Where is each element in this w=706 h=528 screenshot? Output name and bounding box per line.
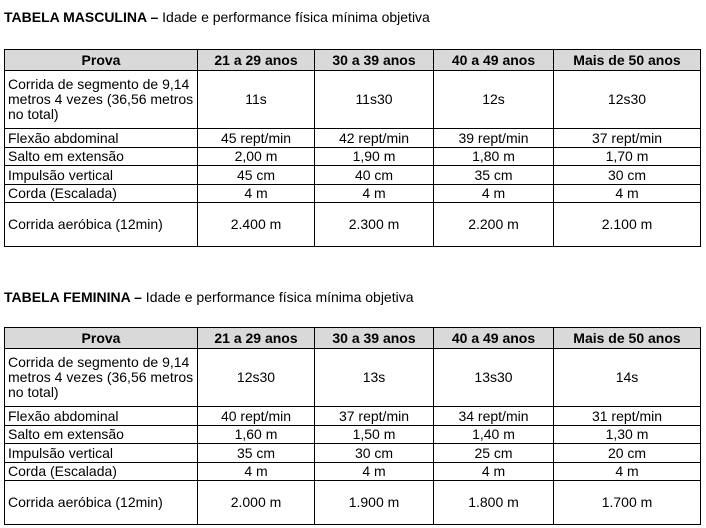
prova-cell: Corrida de segmento de 9,14 metros 4 vez… [4,70,198,129]
value-cell: 11s30 [314,70,434,129]
value-cell: 4 m [433,462,554,481]
table-row: Impulsão vertical 35 cm 30 cm 25 cm 20 cm [4,443,701,463]
value-cell: 4 m [314,184,434,203]
table-feminina: Prova 21 a 29 anos 30 a 39 anos 40 a 49 ano… [4,327,701,525]
column-header: 40 a 49 anos [433,49,554,71]
value-cell: 20 cm [553,443,701,463]
value-cell: 25 cm [433,443,554,463]
value-cell: 1,60 m [197,425,315,444]
value-cell: 4 m [197,462,315,481]
prova-cell: Salto em extensão [4,147,198,166]
value-cell: 34 rept/min [433,406,554,426]
value-cell: 45 cm [197,165,315,185]
table-title-feminina: TABELA FEMININA – Idade e performance fí… [4,289,414,305]
prova-cell: Salto em extensão [4,425,198,444]
prova-cell: Impulsão vertical [4,443,198,463]
value-cell: 40 cm [314,165,434,185]
prova-cell: Corrida aeróbica (12min) [4,480,198,525]
value-cell: 39 rept/min [433,128,554,148]
value-cell: 30 cm [314,443,434,463]
value-cell: 4 m [433,184,554,203]
value-cell: 30 cm [553,165,701,185]
table-row: Corrida de segmento de 9,14 metros 4 vez… [4,348,701,407]
value-cell: 2.300 m [314,202,434,247]
title-rest: Idade e performance física mínima objeti… [158,9,430,25]
column-header: 21 a 29 anos [197,49,315,71]
column-header: 40 a 49 anos [433,327,554,349]
prova-cell: Corda (Escalada) [4,462,198,481]
value-cell: 13s [314,348,434,407]
table-masculina: Prova 21 a 29 anos 30 a 39 anos 40 a 49 ano… [4,49,701,247]
value-cell: 11s [197,70,315,129]
value-cell: 13s30 [433,348,554,407]
value-cell: 4 m [553,462,701,481]
table-row: Corrida aeróbica (12min) 2.000 m 1.900 m 1.… [4,480,701,525]
value-cell: 2.000 m [197,480,315,525]
value-cell: 1.700 m [553,480,701,525]
value-cell: 2.100 m [553,202,701,247]
value-cell: 1.900 m [314,480,434,525]
column-header: Mais de 50 anos [553,49,701,71]
column-header: Prova [4,49,198,71]
value-cell: 2,00 m [197,147,315,166]
value-cell: 1,50 m [314,425,434,444]
title-bold: TABELA FEMININA – [4,289,142,305]
table-title-masculina: TABELA MASCULINA – Idade e performance f… [4,9,430,25]
value-cell: 2.400 m [197,202,315,247]
column-header: Prova [4,327,198,349]
title-bold: TABELA MASCULINA – [4,9,159,25]
value-cell: 12s [433,70,554,129]
table-row: Flexão abdominal 40 rept/min 37 rept/min 34… [4,406,701,426]
column-header: 21 a 29 anos [197,327,315,349]
value-cell: 1,30 m [553,425,701,444]
column-header: 30 a 39 anos [314,327,434,349]
table-row: Flexão abdominal 45 rept/min 42 rept/min 39… [4,128,701,148]
column-header: Mais de 50 anos [553,327,701,349]
prova-cell: Corda (Escalada) [4,184,198,203]
header-row: Prova 21 a 29 anos 30 a 39 anos 40 a 49 ano… [4,49,701,71]
value-cell: 37 rept/min [553,128,701,148]
value-cell: 1,80 m [433,147,554,166]
value-cell: 12s30 [553,70,701,129]
value-cell: 1,40 m [433,425,554,444]
column-header: 30 a 39 anos [314,49,434,71]
value-cell: 42 rept/min [314,128,434,148]
value-cell: 1,90 m [314,147,434,166]
value-cell: 40 rept/min [197,406,315,426]
value-cell: 1.800 m [433,480,554,525]
title-rest: Idade e performance física mínima objeti… [141,289,414,305]
value-cell: 2.200 m [433,202,554,247]
value-cell: 4 m [553,184,701,203]
value-cell: 14s [553,348,701,407]
table-row: Corrida aeróbica (12min) 2.400 m 2.300 m 2.… [4,202,701,247]
value-cell: 37 rept/min [314,406,434,426]
value-cell: 4 m [197,184,315,203]
prova-cell: Flexão abdominal [4,128,198,148]
prova-cell: Flexão abdominal [4,406,198,426]
value-cell: 31 rept/min [553,406,701,426]
value-cell: 1,70 m [553,147,701,166]
value-cell: 35 cm [433,165,554,185]
prova-cell: Corrida de segmento de 9,14 metros 4 vez… [4,348,198,407]
prova-cell: Impulsão vertical [4,165,198,185]
table-row: Salto em extensão 2,00 m 1,90 m 1,80 m 1,70 … [4,147,701,166]
header-row: Prova 21 a 29 anos 30 a 39 anos 40 a 49 ano… [4,327,701,349]
value-cell: 35 cm [197,443,315,463]
table-row: Salto em extensão 1,60 m 1,50 m 1,40 m 1,30 … [4,425,701,444]
table-row: Corrida de segmento de 9,14 metros 4 vez… [4,70,701,129]
value-cell: 45 rept/min [197,128,315,148]
value-cell: 4 m [314,462,434,481]
value-cell: 12s30 [197,348,315,407]
table-row: Impulsão vertical 45 cm 40 cm 35 cm 30 cm [4,165,701,185]
prova-cell: Corrida aeróbica (12min) [4,202,198,247]
